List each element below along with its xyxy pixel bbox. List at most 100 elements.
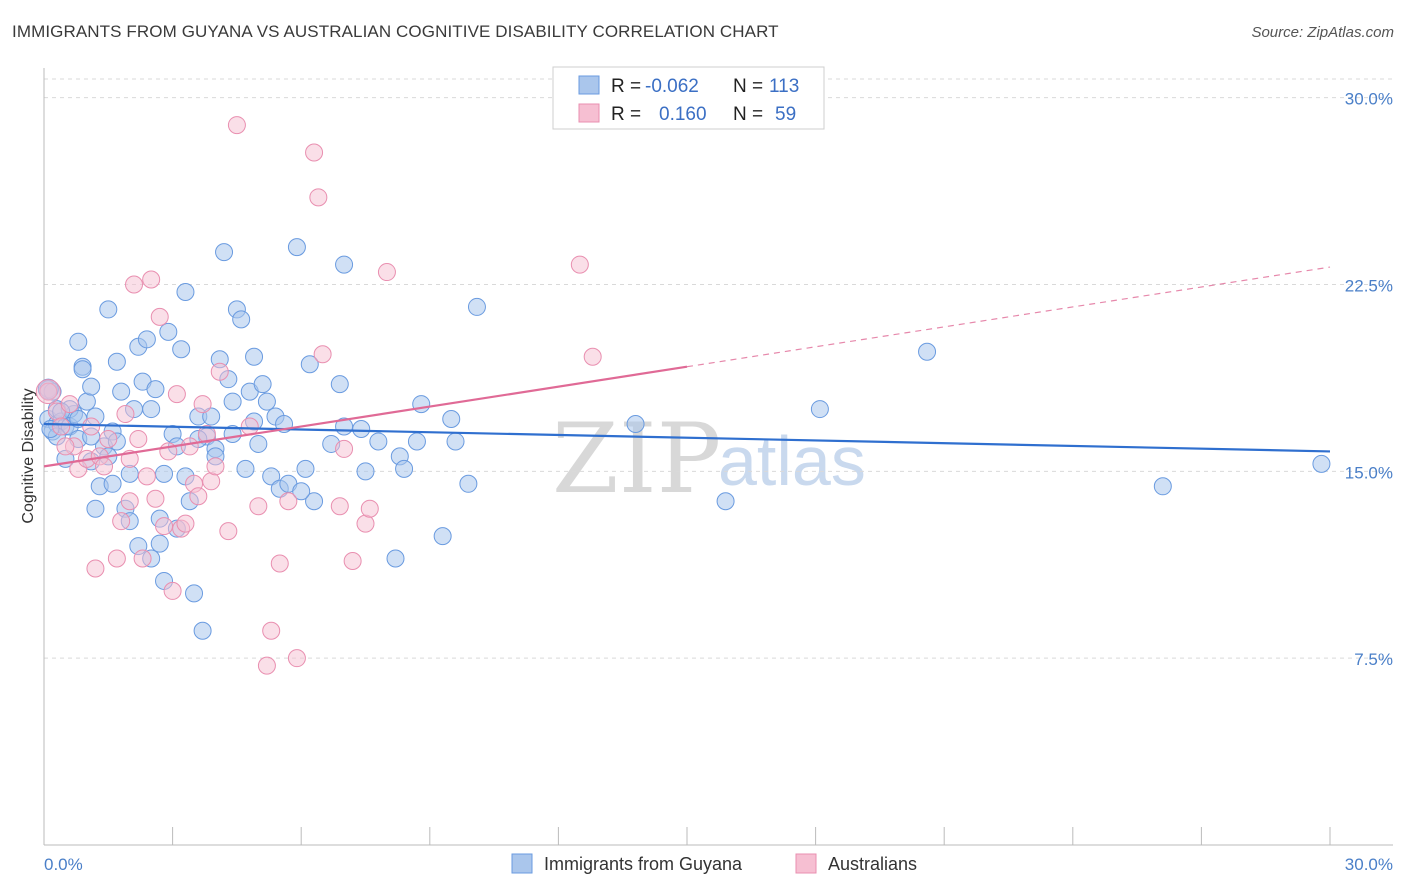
guyana-point (369, 432, 388, 451)
guyana-point (292, 482, 311, 501)
guyana-point (232, 310, 251, 329)
y-tick-labels: 7.5% 15.0% 22.5% 30.0% (1345, 90, 1393, 669)
australians-point (356, 514, 375, 533)
legend-r-label-2: R = (611, 104, 641, 125)
guyana-point (107, 352, 126, 371)
guyana-point (159, 322, 178, 341)
bottom-legend-swatch-guyana (511, 853, 533, 874)
guyana-point (330, 375, 349, 394)
legend-r-value-1: -0.062 (645, 76, 699, 97)
guyana-point (73, 360, 92, 379)
bottom-legend-label-guyana: Immigrants from Guyana (544, 854, 743, 874)
guyana-point (300, 355, 319, 374)
guyana-point (287, 238, 306, 257)
guyana-point (352, 419, 371, 438)
guyana-point (176, 282, 195, 301)
guyana-point (386, 549, 405, 568)
legend-n-value-2: 59 (775, 104, 796, 125)
legend-swatch-australians (578, 103, 600, 123)
australians-point (163, 581, 182, 600)
guyana-point (193, 621, 212, 640)
y-tick-label-1: 15.0% (1345, 463, 1393, 482)
guyana-point (626, 415, 645, 434)
guyana-point (407, 432, 426, 451)
guyana-point (172, 340, 191, 359)
guyana-point (442, 410, 461, 429)
guyana-point (257, 392, 276, 411)
australians-point (56, 437, 75, 456)
guyana-point (262, 467, 281, 486)
guyana-point (86, 499, 105, 518)
australians-point (133, 549, 152, 568)
australians-point (249, 497, 268, 516)
guyana-point (810, 400, 829, 419)
legend-n-value-1: 113 (769, 76, 799, 97)
guyana-point (335, 255, 354, 274)
australians-point (570, 255, 589, 274)
australians-point (360, 499, 379, 518)
y-tick-label-0: 7.5% (1354, 650, 1393, 669)
guyana-point (69, 332, 88, 351)
guyana-point (446, 432, 465, 451)
guyana-point (142, 400, 161, 419)
guyana-point (395, 459, 414, 478)
australians-point (210, 362, 229, 381)
australians-point (180, 437, 199, 456)
australians-point (279, 492, 298, 511)
australians-point (176, 514, 195, 533)
australians-point (155, 517, 174, 536)
bottom-legend-label-australians: Australians (828, 854, 917, 874)
x-ticks (43, 827, 1331, 845)
australians-point (129, 429, 148, 448)
guyana-point (249, 434, 268, 453)
guyana-point (150, 534, 169, 553)
guyana-point (82, 377, 101, 396)
y-axis-label: Cognitive Disability (20, 388, 37, 523)
australians-point (107, 549, 126, 568)
guyana-point (305, 492, 324, 511)
source-label: Source: ZipAtlas.com (1251, 24, 1394, 41)
australians-point (146, 489, 165, 508)
australians-point (189, 487, 208, 506)
y-tick-label-2: 22.5% (1345, 277, 1393, 296)
axes (43, 68, 1393, 846)
australians-point (270, 554, 289, 573)
trend-lines (43, 266, 1331, 468)
australians-point (52, 417, 71, 436)
australians-point (257, 656, 276, 675)
australians-point (305, 143, 324, 162)
guyana-point (1153, 477, 1172, 496)
australians-point (335, 439, 354, 458)
guyana-point (296, 459, 315, 478)
australians-point (343, 552, 362, 571)
australians-point (116, 405, 135, 424)
australians-point (112, 512, 131, 531)
series-australians-points (35, 116, 602, 675)
australians-point (287, 649, 306, 668)
legend-r-value-2: 0.160 (659, 104, 707, 125)
guyana-point (112, 382, 131, 401)
x-tick-label-min: 0.0% (44, 855, 83, 874)
guyana-point (103, 474, 122, 493)
trend-line-australians-extension (686, 266, 1331, 368)
australians-point (35, 379, 61, 405)
guyana-point (412, 395, 431, 414)
australians-point (262, 621, 281, 640)
guyana-point (223, 392, 242, 411)
australians-point (150, 307, 169, 326)
australians-point (60, 395, 79, 414)
legend-r-label-1: R = (611, 76, 641, 97)
australians-point (377, 263, 396, 282)
australians-point (197, 424, 216, 443)
trend-line-guyana (43, 422, 1331, 453)
australians-point (82, 417, 101, 436)
guyana-point (236, 459, 255, 478)
guyana-point (155, 464, 174, 483)
australians-point (137, 467, 156, 486)
australians-point (95, 457, 114, 476)
guyana-point (137, 330, 156, 349)
guyana-point (245, 347, 264, 366)
australians-point (120, 492, 139, 511)
australians-point (219, 522, 238, 541)
